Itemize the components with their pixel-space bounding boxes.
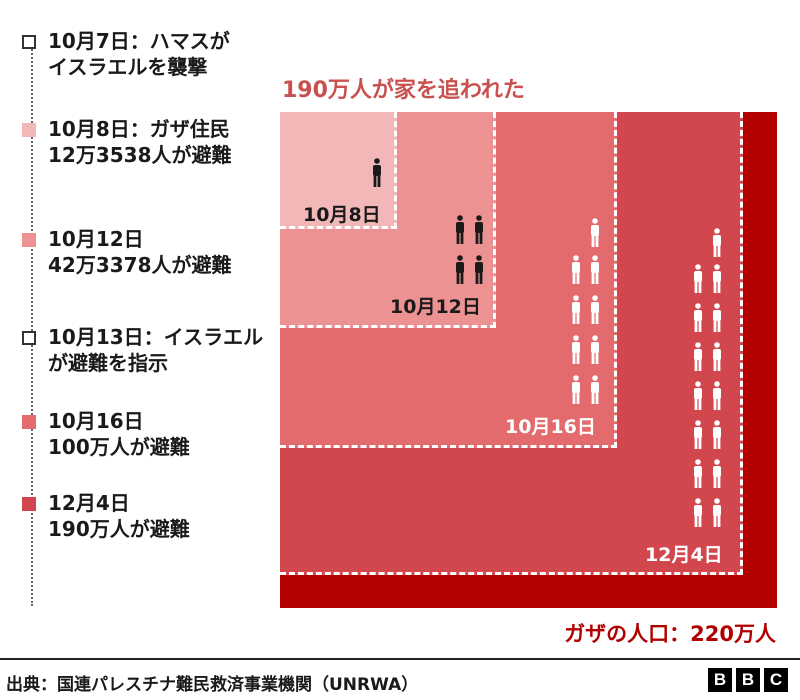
footer-rule: [0, 658, 800, 660]
legend-text: 10月7日：ハマスが イスラエルを襲撃: [48, 28, 308, 80]
legend-line2: 100万人が避難: [48, 434, 308, 460]
legend-marker: [22, 233, 36, 247]
person-icon: [473, 215, 485, 245]
person-icon: [692, 498, 704, 528]
person-icon: [589, 255, 601, 285]
legend-text: 10月12日 42万3378人が避難: [48, 226, 308, 278]
source-text: 出典：国連パレスチナ難民救済事業機関（UNRWA）: [6, 670, 418, 695]
person-icon: [454, 215, 466, 245]
legend-text: 12月4日 190万人が避難: [48, 490, 308, 542]
legend-text: 10月13日：イスラエル が避難を指示: [48, 324, 308, 376]
person-icon: [711, 420, 723, 450]
legend-line1: 10月12日: [48, 226, 308, 252]
logo-letter: B: [708, 668, 732, 692]
person-icon: [711, 381, 723, 411]
legend-marker: [22, 497, 36, 511]
box-label-oct8: 10月8日: [303, 200, 381, 227]
person-icon: [711, 459, 723, 489]
legend-line2: 12万3538人が避難: [48, 142, 308, 168]
headline: 190万人が家を追われた: [282, 72, 525, 104]
logo-letter: B: [736, 668, 760, 692]
box-label-dec4: 12月4日: [645, 540, 723, 567]
legend-line2: イスラエルを襲撃: [48, 54, 308, 80]
person-icon: [711, 498, 723, 528]
person-icon: [692, 303, 704, 333]
person-icon: [692, 420, 704, 450]
legend-marker: [22, 331, 36, 345]
person-icon: [692, 342, 704, 372]
legend-line1: 10月16日: [48, 408, 308, 434]
person-icon: [692, 264, 704, 294]
person-icon: [454, 255, 466, 285]
person-icon: [692, 459, 704, 489]
legend-line2: 190万人が避難: [48, 516, 308, 542]
person-icon: [570, 335, 582, 365]
legend-line1: 10月8日：ガザ住民: [48, 116, 308, 142]
legend-line2: 42万3378人が避難: [48, 252, 308, 278]
person-icon: [589, 375, 601, 405]
legend-line1: 10月7日：ハマスが: [48, 28, 308, 54]
person-icon: [711, 228, 723, 258]
legend-text: 10月8日：ガザ住民 12万3538人が避難: [48, 116, 308, 168]
person-icon: [711, 264, 723, 294]
legend-line1: 12月4日: [48, 490, 308, 516]
box-label-oct12: 10月12日: [390, 292, 481, 319]
person-icon: [589, 295, 601, 325]
person-icon: [711, 342, 723, 372]
person-icon: [371, 158, 383, 188]
box-label-oct16: 10月16日: [505, 412, 596, 439]
legend-marker: [22, 415, 36, 429]
logo-letter: C: [764, 668, 788, 692]
person-icon: [473, 255, 485, 285]
legend-text: 10月16日 100万人が避難: [48, 408, 308, 460]
population-label: ガザの人口：220万人: [564, 618, 776, 648]
legend-marker: [22, 35, 36, 49]
person-icon: [589, 335, 601, 365]
person-icon: [692, 381, 704, 411]
person-icon: [570, 255, 582, 285]
legend-marker: [22, 123, 36, 137]
person-icon: [589, 218, 601, 248]
legend-line1: 10月13日：イスラエル: [48, 324, 308, 350]
bbc-logo: B B C: [708, 668, 788, 692]
person-icon: [711, 303, 723, 333]
person-icon: [570, 295, 582, 325]
person-icon: [570, 375, 582, 405]
legend-line2: が避難を指示: [48, 350, 308, 376]
